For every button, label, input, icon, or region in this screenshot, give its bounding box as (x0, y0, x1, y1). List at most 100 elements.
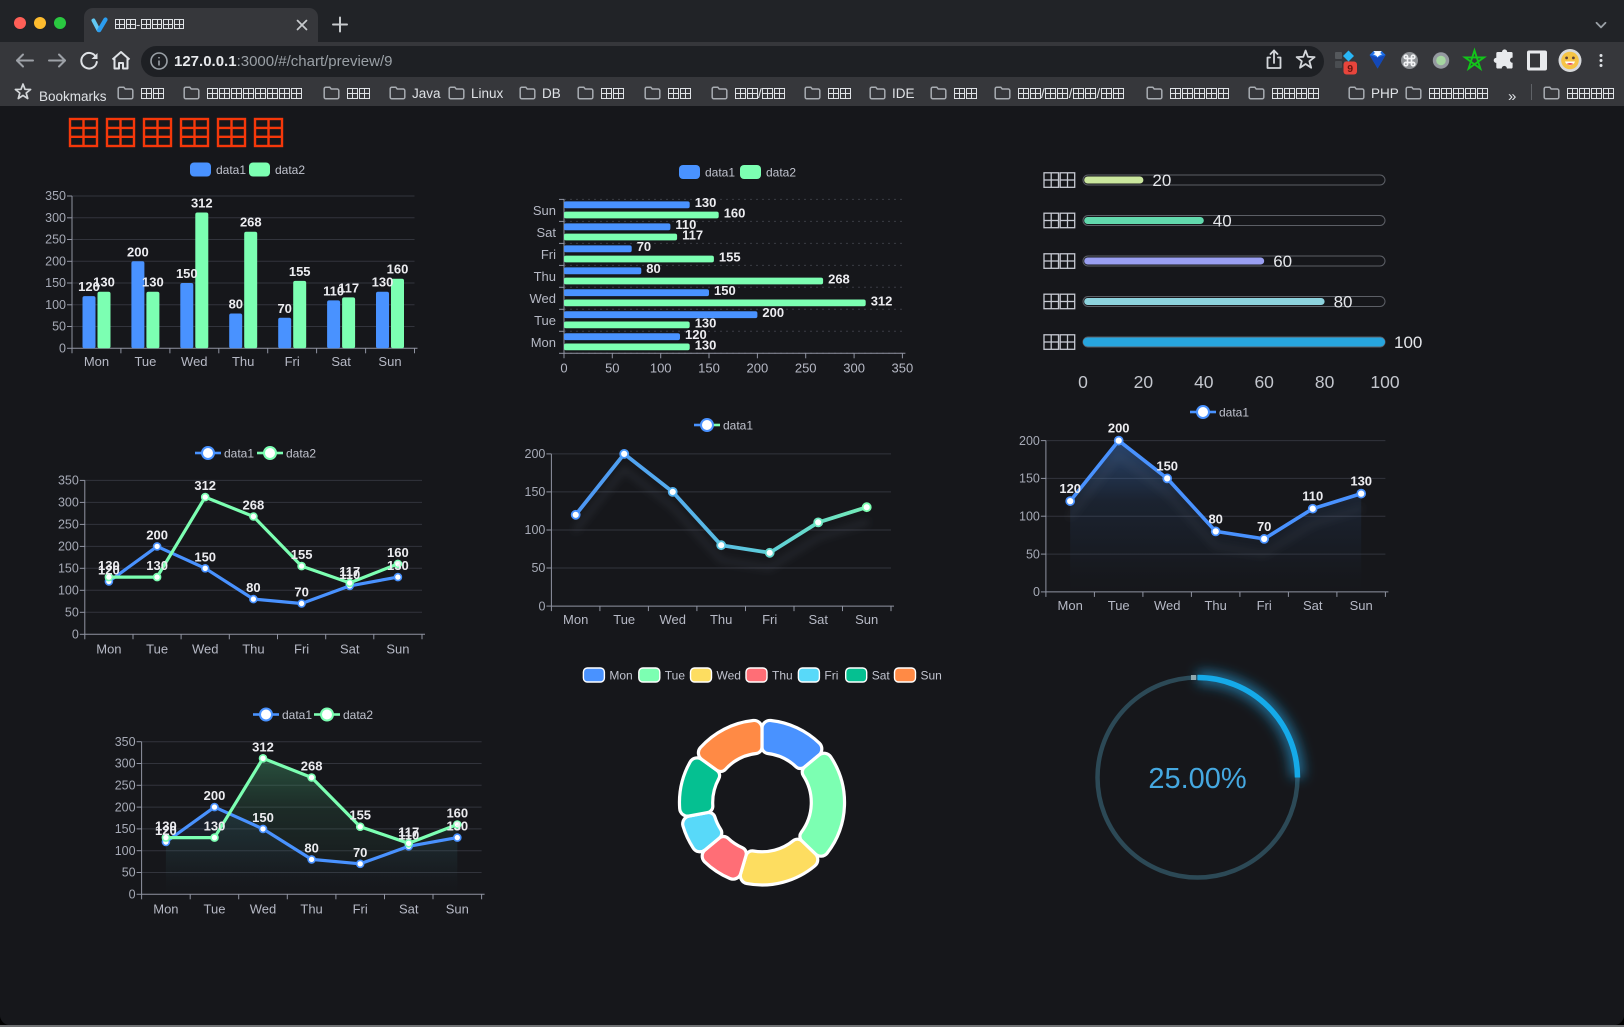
svg-text:Tue: Tue (1108, 598, 1130, 613)
svg-text:50: 50 (531, 561, 545, 575)
svg-text:155: 155 (289, 264, 311, 279)
svg-text:data1: data1 (723, 419, 753, 433)
svg-text:160: 160 (387, 262, 409, 277)
svg-text:200: 200 (127, 244, 149, 259)
svg-text:100: 100 (1394, 333, 1422, 352)
svg-text:80: 80 (1315, 372, 1335, 392)
svg-text:Sat: Sat (808, 612, 828, 627)
svg-text:100: 100 (45, 298, 66, 312)
svg-text:80: 80 (1334, 293, 1353, 312)
svg-text:50: 50 (605, 360, 619, 375)
svg-text:350: 350 (58, 474, 79, 488)
svg-text:20: 20 (1134, 372, 1154, 392)
svg-text:150: 150 (45, 276, 66, 290)
svg-text:Tue: Tue (134, 354, 156, 369)
svg-text:130: 130 (146, 558, 168, 573)
svg-text:150: 150 (1019, 472, 1040, 486)
svg-text:70: 70 (637, 239, 651, 254)
svg-text:data1: data1 (1219, 406, 1249, 420)
svg-text:250: 250 (58, 518, 79, 532)
svg-text:100: 100 (1370, 372, 1399, 392)
svg-text:0: 0 (129, 888, 136, 902)
svg-text:Sun: Sun (378, 354, 401, 369)
svg-text:Fri: Fri (353, 901, 368, 916)
svg-text:Tue: Tue (613, 612, 635, 627)
svg-text:100: 100 (650, 360, 672, 375)
svg-text:250: 250 (115, 779, 136, 793)
svg-text:117: 117 (398, 824, 419, 839)
svg-text:70: 70 (294, 585, 308, 600)
svg-text:200: 200 (747, 360, 769, 375)
svg-text:Sun: Sun (533, 203, 556, 218)
svg-text:150: 150 (698, 360, 720, 375)
svg-text:100: 100 (525, 523, 546, 537)
svg-text:117: 117 (338, 280, 359, 295)
svg-text:data1: data1 (216, 163, 246, 177)
svg-text:Sat: Sat (536, 225, 556, 240)
svg-text:0: 0 (1033, 585, 1040, 599)
svg-text:150: 150 (194, 549, 216, 564)
svg-text:200: 200 (58, 540, 79, 554)
svg-text:Tue: Tue (204, 901, 226, 916)
svg-text:110: 110 (339, 567, 360, 582)
svg-text:268: 268 (243, 498, 265, 513)
svg-text:117: 117 (682, 227, 703, 242)
svg-text:Mon: Mon (531, 335, 556, 350)
svg-text:Sun: Sun (855, 612, 878, 627)
svg-text:data1: data1 (224, 447, 254, 461)
svg-text:350: 350 (115, 735, 136, 749)
svg-text:130: 130 (155, 819, 177, 834)
svg-text:data2: data2 (343, 708, 373, 722)
svg-text:100: 100 (58, 584, 79, 598)
svg-text:150: 150 (115, 822, 136, 836)
svg-text:40: 40 (1194, 372, 1214, 392)
svg-text:200: 200 (525, 447, 546, 461)
svg-text:data1: data1 (705, 166, 735, 180)
svg-text:100: 100 (1019, 510, 1040, 524)
svg-text:312: 312 (252, 739, 274, 754)
svg-text:130: 130 (1350, 474, 1372, 489)
svg-text:130: 130 (142, 275, 164, 290)
svg-text:Tue: Tue (665, 669, 686, 683)
svg-text:50: 50 (52, 320, 66, 334)
svg-text:Sat: Sat (1303, 598, 1323, 613)
svg-text:Sun: Sun (446, 901, 469, 916)
svg-text:Thu: Thu (534, 269, 556, 284)
svg-text:312: 312 (191, 196, 213, 211)
svg-text:Wed: Wed (659, 612, 686, 627)
svg-text:312: 312 (871, 293, 893, 308)
svg-text:200: 200 (762, 305, 784, 320)
svg-text:120: 120 (685, 327, 707, 342)
svg-text:data2: data2 (286, 447, 316, 461)
svg-text:Sun: Sun (386, 641, 409, 656)
svg-text:110: 110 (323, 283, 344, 298)
svg-text:130: 130 (387, 558, 409, 573)
svg-text:80: 80 (229, 297, 243, 312)
svg-text:0: 0 (59, 342, 66, 356)
svg-text:110: 110 (398, 827, 419, 842)
svg-text:300: 300 (58, 496, 79, 510)
svg-text:200: 200 (45, 255, 66, 269)
svg-text:110: 110 (675, 217, 696, 232)
svg-text:Sat: Sat (399, 901, 419, 916)
svg-text:Mon: Mon (153, 901, 178, 916)
svg-text:70: 70 (1257, 519, 1271, 534)
svg-text:Fri: Fri (824, 669, 838, 683)
svg-text:Fri: Fri (1257, 598, 1272, 613)
svg-text:200: 200 (204, 788, 226, 803)
svg-text:data1: data1 (282, 708, 312, 722)
svg-text:300: 300 (115, 757, 136, 771)
svg-text:160: 160 (387, 545, 409, 560)
svg-text:130: 130 (98, 558, 120, 573)
svg-text:130: 130 (93, 275, 115, 290)
svg-text:100: 100 (115, 844, 136, 858)
svg-text:Thu: Thu (232, 354, 254, 369)
svg-text:Fri: Fri (541, 247, 556, 262)
svg-text:Fri: Fri (294, 641, 309, 656)
svg-text:130: 130 (204, 819, 226, 834)
svg-text:Wed: Wed (717, 669, 741, 683)
svg-text:data2: data2 (275, 163, 305, 177)
svg-text:Thu: Thu (710, 612, 732, 627)
svg-text:Sat: Sat (331, 354, 351, 369)
svg-text:Mon: Mon (609, 669, 632, 683)
